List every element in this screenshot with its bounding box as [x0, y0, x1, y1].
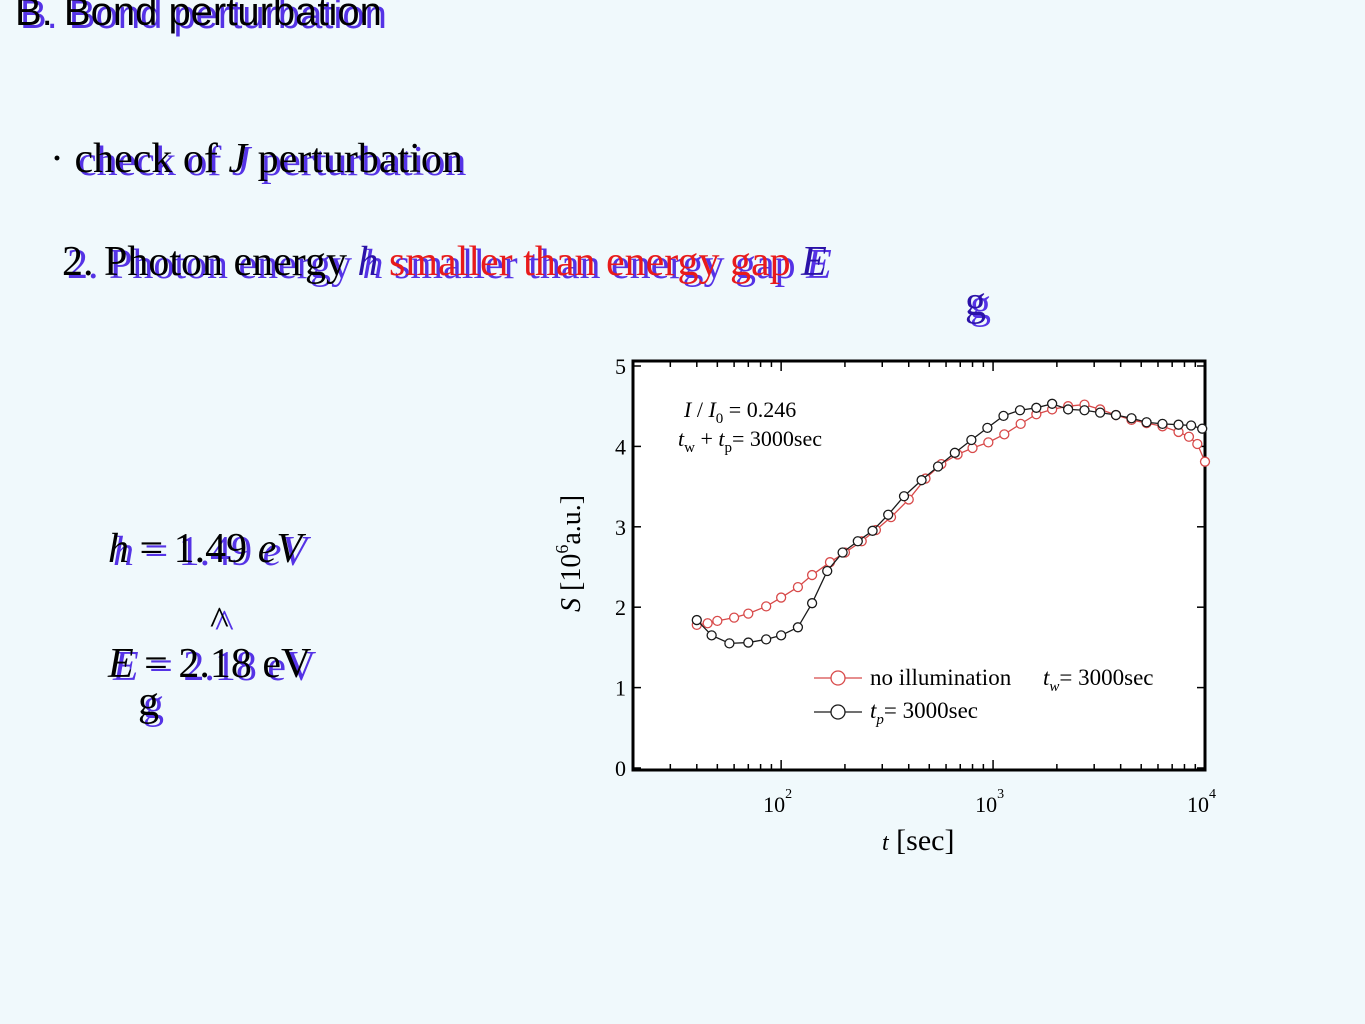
bullet-mark: · — [50, 136, 64, 182]
bullet-shadow: check of J perturbation — [78, 139, 467, 185]
caret-mark: ^ ^ — [210, 598, 234, 646]
y-tick-label: 1 — [615, 676, 626, 701]
data-point-1 — [1014, 405, 1026, 416]
data-point-1 — [867, 525, 878, 536]
x-tick-label: 102 — [763, 787, 792, 817]
data-point-1 — [982, 422, 993, 434]
data-point-1 — [761, 634, 772, 645]
data-point-1 — [1141, 417, 1152, 428]
data-point-1 — [898, 491, 910, 502]
data-point-0 — [824, 557, 836, 568]
data-point-1 — [966, 434, 977, 446]
data-point-0 — [792, 581, 804, 593]
y-axis: 0 1 2 3 4 5 — [615, 354, 1205, 781]
legend-tw: tw= 3000sec — [1043, 665, 1154, 695]
data-point-0 — [1192, 438, 1203, 450]
bullet-text: · check of J perturbation — [50, 136, 463, 182]
data-point-1 — [1157, 418, 1168, 430]
data-point-0 — [1183, 431, 1195, 442]
data-point-1 — [1046, 398, 1058, 409]
x-tick-label: 104 — [1187, 787, 1216, 817]
legend-marker-no-illumination — [830, 670, 846, 686]
data-point-1 — [1031, 402, 1042, 413]
slide-title-text: B. Bond perturbation — [15, 0, 382, 34]
annotation-intensity: I / I0 = 0.246 — [683, 397, 796, 427]
data-point-1 — [792, 622, 804, 633]
legend: no illumination tw= 3000sec tp= 3000sec — [814, 665, 1154, 728]
item2-text: 2. Photon energy h smaller than energy g… — [62, 239, 827, 285]
plot-frame — [631, 359, 1207, 772]
data-point-1 — [916, 475, 927, 486]
equation-photon-energy: h = 1.49 eV h = 1.49 eV — [108, 526, 307, 575]
data-point-1 — [806, 598, 818, 609]
data-point-0 — [806, 569, 818, 581]
data-point-1 — [1197, 423, 1208, 434]
data-point-1 — [998, 410, 1009, 421]
eq2-subscript-g: g g — [138, 679, 164, 728]
data-point-0 — [702, 618, 713, 629]
data-point-1 — [1079, 405, 1090, 416]
data-point-0 — [1015, 418, 1026, 430]
data-point-1 — [883, 509, 894, 520]
data-point-1 — [724, 638, 735, 649]
data-point-1 — [691, 614, 702, 626]
item-photon-energy: 2. Photon energy h smaller than energy g… — [62, 238, 832, 288]
annotation-times: tw + tp= 3000sec — [678, 426, 822, 456]
data-point-1 — [1185, 420, 1197, 431]
y-tick-label: 4 — [615, 434, 626, 459]
data-point-1 — [932, 461, 944, 472]
x-tick-label: 103 — [975, 787, 1004, 817]
data-point-1 — [1062, 404, 1074, 415]
x-axis-label: t [sec] — [882, 824, 954, 857]
item2-subscript-g: g g — [965, 279, 991, 328]
y-tick-label: 2 — [615, 595, 626, 620]
y-tick-label: 3 — [615, 515, 626, 540]
data-point-0 — [1199, 456, 1211, 467]
item2-highlight: smaller than energy gap — [378, 239, 802, 285]
data-point-0 — [999, 429, 1010, 440]
data-point-1 — [706, 630, 717, 641]
x-axis: 102 103 104 — [632, 361, 1216, 817]
slide-title: B. Bond perturbation B. Bond perturbatio… — [15, 0, 387, 37]
item2-shadow: 2. Photon energy h smaller than energy g… — [67, 242, 832, 288]
data-point-0 — [743, 608, 754, 619]
data-point-0 — [712, 615, 723, 627]
data-point-1 — [822, 565, 833, 577]
data-point-1 — [1126, 413, 1137, 424]
slide-title-shadow: B. Bond perturbation — [20, 0, 387, 37]
series-layer — [691, 398, 1211, 649]
y-tick-label: 5 — [615, 354, 626, 379]
data-point-1 — [1173, 419, 1184, 430]
data-point-1 — [837, 547, 848, 558]
data-point-0 — [775, 592, 787, 603]
data-point-1 — [1094, 407, 1106, 418]
data-point-1 — [852, 536, 863, 547]
data-point-1 — [775, 630, 787, 641]
data-point-0 — [761, 601, 772, 612]
data-point-1 — [949, 447, 960, 458]
y-tick-label: 0 — [615, 756, 626, 781]
legend-label-no-illumination: no illumination — [870, 665, 1012, 690]
equation-energy-gap: E = 2.18 eV E = 2.18 eV — [108, 641, 317, 690]
y-axis-label: S [106a.u.] — [552, 495, 587, 612]
data-point-0 — [728, 612, 740, 623]
data-point-1 — [743, 637, 754, 648]
data-point-1 — [1110, 409, 1122, 421]
legend-marker-illumination — [830, 704, 846, 720]
data-point-0 — [983, 437, 994, 448]
bullet-check-J: check of J perturbation · check of J per… — [50, 135, 467, 185]
legend-tp: tp= 3000sec — [870, 698, 978, 728]
